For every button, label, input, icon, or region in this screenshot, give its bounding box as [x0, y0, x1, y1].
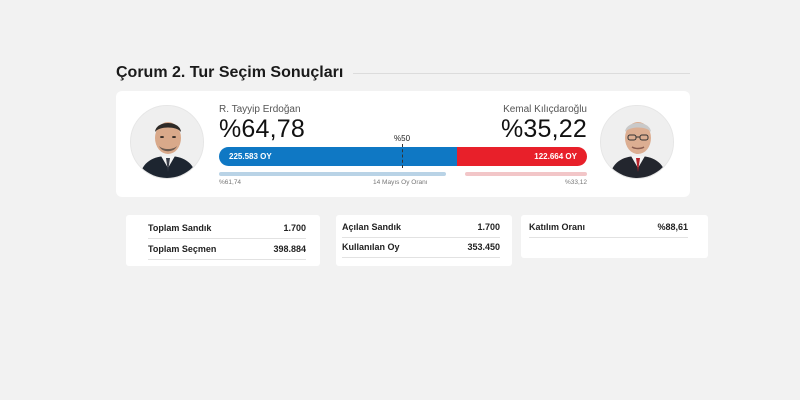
stat-row: Toplam Sandık 1.700 [148, 217, 306, 239]
stat-value: 353.450 [467, 241, 500, 252]
stat-value: 398.884 [273, 243, 306, 254]
stat-row: Kullanılan Oy 353.450 [342, 236, 500, 258]
majority-threshold-marker [402, 144, 403, 168]
previous-round-label: 14 Mayıs Oy Oranı [373, 179, 428, 186]
title-row: Çorum 2. Tur Seçim Sonuçları [116, 62, 690, 84]
stat-row: Katılım Oranı %88,61 [529, 216, 688, 238]
candidate-1-name: R. Tayyip Erdoğan [219, 104, 301, 115]
votes-cast-stats-card: Açılan Sandık 1.700 Kullanılan Oy 353.45… [336, 215, 512, 266]
stat-label: Toplam Sandık [148, 222, 212, 233]
stat-value: 1.700 [477, 221, 500, 232]
turnout-stats-card: Katılım Oranı %88,61 [521, 215, 708, 258]
candidate-1-previous-bar [219, 172, 447, 176]
candidate-2-avatar [600, 105, 674, 179]
stat-label: Açılan Sandık [342, 221, 402, 232]
candidate-1-avatar [130, 105, 204, 179]
candidate-1-bar-segment: 225.583 OY [219, 147, 458, 166]
candidate-2-votes: 122.664 OY [534, 152, 577, 161]
stat-label: Katılım Oranı [529, 221, 586, 232]
stat-value: 1.700 [283, 222, 306, 233]
candidate-2-previous-percent: %33,12 [564, 179, 587, 186]
candidate-1-votes: 225.583 OY [229, 152, 272, 161]
stat-label: Kullanılan Oy [342, 241, 400, 252]
candidate-2-bar-segment: 122.664 OY [457, 147, 587, 166]
portrait-icon [131, 106, 203, 178]
candidate-1-percent: %64,78 [219, 115, 305, 143]
candidate-2-previous-bar [465, 172, 587, 176]
ballot-box-stats-card: Toplam Sandık 1.700 Toplam Seçmen 398.88… [126, 215, 320, 266]
title-divider [353, 72, 690, 74]
candidate-2-percent: %35,22 [501, 115, 587, 143]
stat-label: Toplam Seçmen [148, 243, 217, 254]
vote-share-bar: 225.583 OY 122.664 OY [219, 147, 587, 166]
portrait-icon [601, 106, 673, 178]
candidate-2-name: Kemal Kılıçdaroğlu [503, 104, 587, 115]
candidate-1-previous-percent: %61,74 [219, 179, 242, 186]
page-title: Çorum 2. Tur Seçim Sonuçları [116, 64, 344, 81]
stat-row: Açılan Sandık 1.700 [342, 216, 500, 238]
stat-value: %88,61 [657, 221, 688, 232]
results-card: R. Tayyip Erdoğan %64,78 %50 225.583 OY … [116, 91, 690, 197]
stat-row: Toplam Seçmen 398.884 [148, 238, 306, 260]
majority-threshold-label: %50 [394, 134, 411, 143]
